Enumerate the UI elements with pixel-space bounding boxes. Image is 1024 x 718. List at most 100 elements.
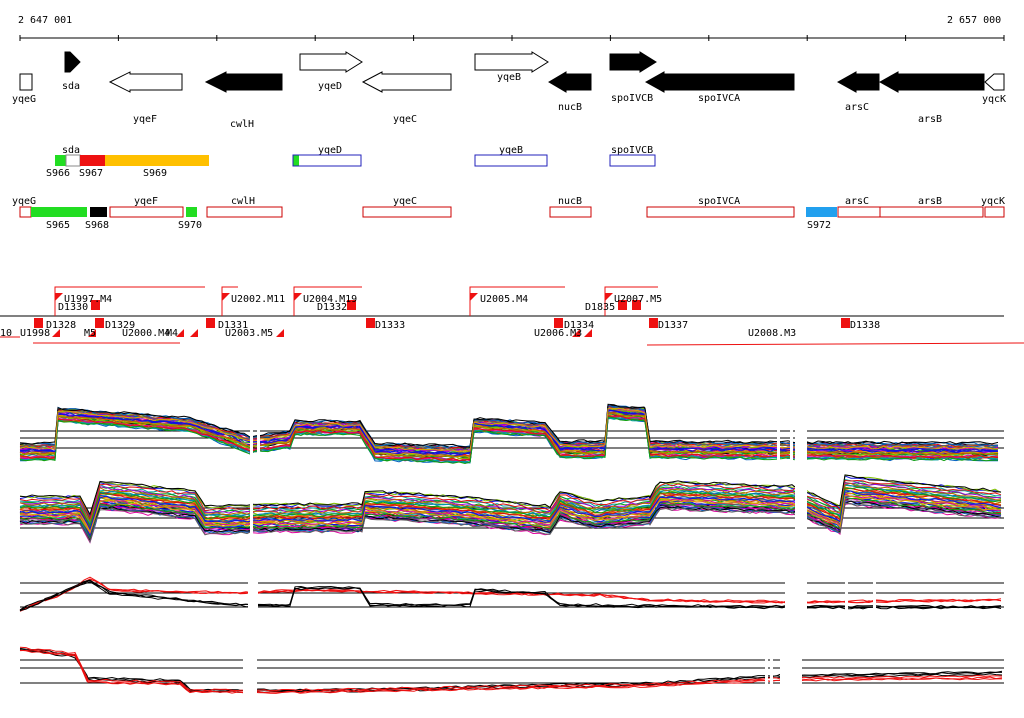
feature-U1997-M4[interactable]: U1997.M4 [64, 294, 112, 305]
ruler-start-label: 2 647 001 [18, 15, 72, 26]
feature-U2005-M4[interactable]: U2005.M4 [480, 294, 528, 305]
feature-D1333[interactable]: D1333 [375, 320, 405, 331]
gene-label-sda: sda [62, 81, 80, 92]
data-gaps [243, 420, 876, 695]
gene-label-yqeC: yqeC [393, 114, 417, 125]
gene-sda[interactable] [64, 51, 81, 73]
lower-box-yqeF[interactable] [109, 206, 184, 218]
feature-U2000-M4[interactable]: U2000.M4 [122, 328, 170, 339]
feature-U2006-M3[interactable]: U2006.M3 [534, 328, 582, 339]
lower-box-spoIVCA[interactable] [646, 206, 795, 218]
expression-panel-4 [19, 646, 1004, 694]
gene-arsB[interactable] [878, 71, 985, 93]
segment-S969[interactable] [105, 155, 209, 166]
feature-U2002-M11[interactable]: U2002.M11 [231, 294, 285, 305]
segment-label-S970: S970 [178, 220, 202, 231]
gene-yqeB[interactable] [474, 51, 549, 73]
gene-label-spoIVCB: spoIVCB [611, 93, 653, 104]
lower-box-cwlH[interactable] [206, 206, 283, 218]
lower-label-arsC: arsC [845, 196, 869, 207]
gene-arsC[interactable] [836, 71, 880, 93]
gene-yqeC[interactable] [361, 71, 452, 93]
segment-S968[interactable] [90, 207, 107, 217]
gene-label-yqeB: yqeB [497, 72, 521, 83]
gene-nucB[interactable] [548, 71, 592, 93]
feature-track: U1997.M4 D1330 U2002.M11 U2004.M19 D1332… [0, 286, 1024, 346]
lower-box-yqeC[interactable] [362, 206, 452, 218]
feature-10[interactable]: 10 [0, 328, 12, 339]
gene-yqeF[interactable] [108, 71, 183, 93]
feature-D1338[interactable]: D1338 [850, 320, 880, 331]
lower-segment-track: yqeG yqeF cwlH yqeC nucB spoIVCA arsC ar… [12, 196, 1005, 231]
gene-label-yqcK: yqcK [982, 94, 1006, 105]
gene-label-yqeF: yqeF [133, 114, 157, 125]
expression-panel-3 [19, 576, 1004, 612]
feature-D1337[interactable]: D1337 [658, 320, 688, 331]
segment-S966[interactable] [55, 155, 66, 166]
expression-panel-1 [19, 403, 1004, 465]
upper-label-sda: sda [62, 145, 80, 156]
coordinate-ruler: 2 647 001 2 657 000 [18, 15, 1005, 41]
feature-D1330[interactable]: D1330 [58, 302, 88, 313]
segment-label-S969: S969 [143, 168, 167, 179]
lower-box-nucB[interactable] [549, 206, 592, 218]
expression-panel-2 [19, 474, 1004, 544]
gene-spoIVCB[interactable] [609, 51, 657, 73]
segment-label-S965: S965 [46, 220, 70, 231]
segment-label-S967: S967 [79, 168, 103, 179]
feature-U2007-M5[interactable]: U2007.M5 [614, 294, 662, 305]
gene-label-nucB: nucB [558, 102, 582, 113]
gene-track: yqeG sda yqeF cwlH yqeD yqeC yqeB nucB s… [12, 51, 1006, 130]
feature-U2008-M3[interactable]: U2008.M3 [748, 328, 796, 339]
segment-S965[interactable] [31, 207, 87, 217]
segment-S967[interactable] [80, 155, 105, 166]
feature-U2003-M5[interactable]: U2003.M5 [225, 328, 273, 339]
segment-S972[interactable] [806, 207, 837, 217]
gene-yqeD[interactable] [299, 51, 363, 73]
feature-D1334[interactable]: D1334 [564, 320, 594, 331]
lower-box-arsB[interactable] [879, 206, 984, 218]
upper-label-yqeD: yqeD [318, 145, 342, 156]
lower-box-yqeG[interactable] [19, 206, 32, 218]
gene-label-yqeD: yqeD [318, 81, 342, 92]
lower-label-yqeF: yqeF [134, 196, 158, 207]
feature-D1331[interactable]: D1331 [218, 320, 248, 331]
upper-box-yqeD[interactable] [292, 154, 362, 167]
lower-box-arsC[interactable] [837, 206, 881, 218]
feature-D1835[interactable]: D1835 [585, 302, 615, 313]
upper-label-yqeB: yqeB [499, 145, 523, 156]
upper-label-spoIVCB: spoIVCB [611, 145, 653, 156]
lower-label-yqeG: yqeG [12, 196, 36, 207]
segment-label-S966: S966 [46, 168, 70, 179]
lower-label-cwlH: cwlH [231, 196, 255, 207]
feature-U2004-M19[interactable]: U2004.M19 [303, 294, 357, 305]
segment-label-S972: S972 [807, 220, 831, 231]
feature-U1998[interactable]: U1998 [20, 328, 50, 339]
gene-cwlH[interactable] [204, 71, 283, 93]
gene-label-arsB: arsB [918, 114, 942, 125]
segment-S970[interactable] [186, 207, 197, 217]
lower-label-yqeC: yqeC [393, 196, 417, 207]
lower-label-arsB: arsB [918, 196, 942, 207]
segment-label-S968: S968 [85, 220, 109, 231]
segment-marker [293, 155, 299, 166]
lower-box-yqcK[interactable] [984, 206, 1005, 218]
upper-box-yqeB[interactable] [474, 154, 548, 167]
feature-D1332[interactable]: D1332 [317, 302, 347, 313]
feature-M4[interactable]: M4 [166, 328, 178, 339]
feature-M5[interactable]: M5 [84, 328, 96, 339]
segment-gap [65, 154, 81, 167]
gene-label-spoIVCA: spoIVCA [698, 93, 740, 104]
gene-yqcK[interactable] [984, 73, 1005, 91]
gene-spoIVCA[interactable] [644, 71, 795, 93]
gene-label-cwlH: cwlH [230, 119, 254, 130]
feature-D1329[interactable]: D1329 [105, 320, 135, 331]
feature-D1328[interactable]: D1328 [46, 320, 76, 331]
lower-label-nucB: nucB [558, 196, 582, 207]
lower-label-spoIVCA: spoIVCA [698, 196, 740, 207]
upper-box-spoIVCB[interactable] [609, 154, 656, 167]
gene-label-yqeG: yqeG [12, 94, 36, 105]
gene-yqeG[interactable] [19, 73, 33, 91]
